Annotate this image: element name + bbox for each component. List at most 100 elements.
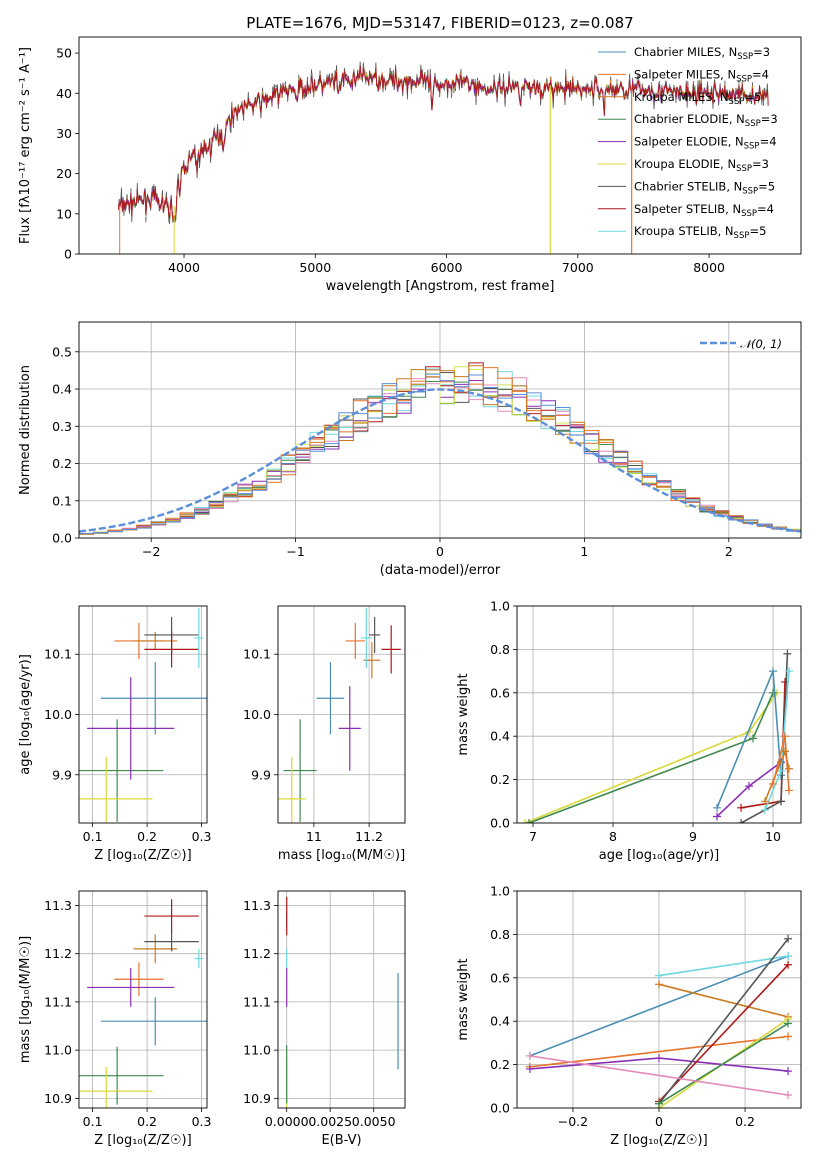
axes-frame — [78, 890, 208, 1109]
y-tick-label: 9.9 — [251, 767, 271, 782]
axes-mass-vs-extinction: 0.0000 0.0025 0.0050 10.9 11.0 11.1 11.2 11.3 E(… — [243, 890, 406, 1148]
mass-weight-marker — [783, 649, 792, 658]
gaussian-curve — [79, 388, 801, 533]
legend-label: 𝒩(0, 1) — [740, 337, 782, 351]
y-axis-label: mass weight — [456, 958, 471, 1040]
mass-weight-marker — [655, 971, 663, 980]
axes-frame — [78, 321, 802, 539]
legend-label: Chabrier MILES, NSSP=3 — [634, 45, 770, 62]
x-axis-label: Z [log₁₀(Z/Z☉)] — [94, 848, 191, 863]
x-tick-label: −1 — [286, 544, 304, 559]
y-tick-label: 10.9 — [44, 1091, 72, 1106]
x-tick-label: 1 — [580, 544, 588, 559]
y-tick-label: 0.1 — [52, 493, 72, 508]
mass-weight-marker — [525, 1064, 534, 1073]
y-tick-label: 9.9 — [52, 767, 72, 782]
y-axis-label: mass weight — [456, 673, 471, 755]
x-tick-label: 0 — [655, 1114, 663, 1129]
y-tick-label: 10 — [56, 206, 72, 221]
axes-frame — [78, 36, 802, 255]
grid-mass-weight-vs-metallicity — [517, 891, 801, 1108]
x-axis-label: (data-model)/error — [380, 563, 501, 578]
mass-weight-marker — [655, 980, 663, 989]
y-axis-label: Normed distribution — [18, 365, 33, 495]
axes-frame — [516, 890, 802, 1109]
x-tick-label: 4000 — [168, 260, 200, 275]
axes-frame — [78, 605, 208, 824]
x-axis-label: E(B-V) — [321, 1133, 361, 1148]
axes-frame — [277, 890, 406, 1109]
mass-weight-marker — [785, 786, 793, 795]
y-tick-label: 0.6 — [490, 685, 510, 700]
mass-weight-marker — [713, 812, 721, 821]
x-tick-label: 11 — [306, 829, 322, 844]
legend-label: Salpeter ELODIE, NSSP=4 — [634, 135, 777, 152]
plot-area-mass-vs-metallicity — [79, 891, 207, 1108]
axes-residual-histogram: −2 −1 0 1 2 0.0 0.1 0.2 0.3 0.4 0.5 (data-model)/er… — [18, 321, 802, 578]
y-tick-label: 0.3 — [52, 419, 72, 434]
y-tick-label: 0.2 — [52, 456, 72, 471]
mass-weight-marker — [777, 766, 785, 775]
legend-label: Salpeter MILES, NSSP=4 — [634, 67, 769, 84]
x-tick-label: 0.2 — [137, 829, 157, 844]
x-tick-label: 9 — [689, 829, 697, 844]
x-tick-label: 2 — [725, 544, 733, 559]
mass-weight-line — [658, 983, 789, 1018]
y-tick-label: 10.0 — [44, 707, 72, 722]
mass-weight-marker — [784, 1019, 793, 1028]
mass-weight-marker — [655, 1099, 663, 1108]
plot-area-mass-vs-extinction — [278, 891, 405, 1108]
axes-mass-weight-vs-metallicity: −0.2 0 0.2 0.0 0.2 0.4 0.6 0.8 1.0 Z [log₁₀(Z/Z☉)… — [456, 884, 802, 1148]
grid-mass-vs-metallicity — [79, 891, 207, 1108]
mass-weight-marker — [784, 952, 793, 961]
legend-label: Chabrier ELODIE, NSSP=3 — [634, 112, 778, 129]
x-tick-label: 0.2 — [735, 1114, 755, 1129]
mass-weight-marker — [784, 960, 793, 969]
x-tick-label: 5000 — [299, 260, 331, 275]
figure-title: PLATE=1676, MJD=53147, FIBERID=0123, z=0… — [246, 14, 633, 32]
x-tick-label: 0.1 — [83, 1114, 103, 1129]
plot-area-mass-weight-vs-age — [517, 606, 801, 823]
mass-weight-marker — [781, 732, 789, 741]
mass-weight-marker — [785, 764, 793, 773]
y-tick-label: 30 — [56, 126, 72, 141]
mass-weight-marker — [521, 819, 529, 823]
y-tick-label: 20 — [56, 166, 72, 181]
y-tick-label: 11.2 — [243, 946, 271, 961]
mass-weight-marker — [737, 803, 745, 812]
plot-area-mass-weight-vs-metallicity — [517, 891, 801, 1108]
plot-area-residual-histogram — [79, 322, 801, 538]
mass-weight-line — [658, 955, 789, 977]
mass-weight-marker — [655, 1054, 663, 1063]
y-tick-label: 10.0 — [243, 707, 271, 722]
x-tick-label: 8000 — [693, 260, 725, 275]
y-tick-label: 1.0 — [490, 599, 510, 614]
x-tick-label: 0.3 — [192, 1114, 212, 1129]
mass-weight-marker — [761, 797, 769, 806]
x-tick-label: 0.3 — [192, 829, 212, 844]
x-tick-label: 0 — [436, 544, 444, 559]
axes-frame — [277, 605, 406, 824]
axes-age-vs-mass: 11 11.2 9.9 10.0 10.1 mass [log₁₀(M/M☉)] — [243, 605, 406, 863]
mass-weight-marker — [784, 1090, 793, 1099]
y-tick-label: 11.3 — [243, 898, 271, 913]
plot-area-age-vs-metallicity — [79, 606, 207, 823]
legend-label: Kroupa STELIB, NSSP=5 — [634, 224, 766, 241]
y-tick-label: 1.0 — [490, 884, 510, 899]
mass-weight-marker — [713, 803, 721, 812]
x-tick-label: 0.2 — [137, 1114, 157, 1129]
y-tick-label: 10.1 — [44, 647, 72, 662]
x-tick-label: 7000 — [562, 260, 594, 275]
y-tick-label: 11.1 — [243, 994, 271, 1009]
y-tick-label: 0.4 — [490, 1014, 510, 1029]
mass-weight-marker — [785, 667, 793, 676]
spectrum-line-salpeter-stelib — [118, 65, 769, 222]
x-tick-label: −2 — [142, 544, 160, 559]
y-tick-label: 0.0 — [490, 816, 510, 831]
mass-weight-marker — [784, 934, 793, 943]
legend-label: Kroupa MILES, NSSP=5 — [634, 90, 761, 107]
x-tick-label: 0.0050 — [352, 1114, 396, 1129]
y-axis-label: mass [log₁₀(M/M☉)] — [18, 936, 33, 1063]
grid-age-vs-mass — [278, 606, 405, 823]
